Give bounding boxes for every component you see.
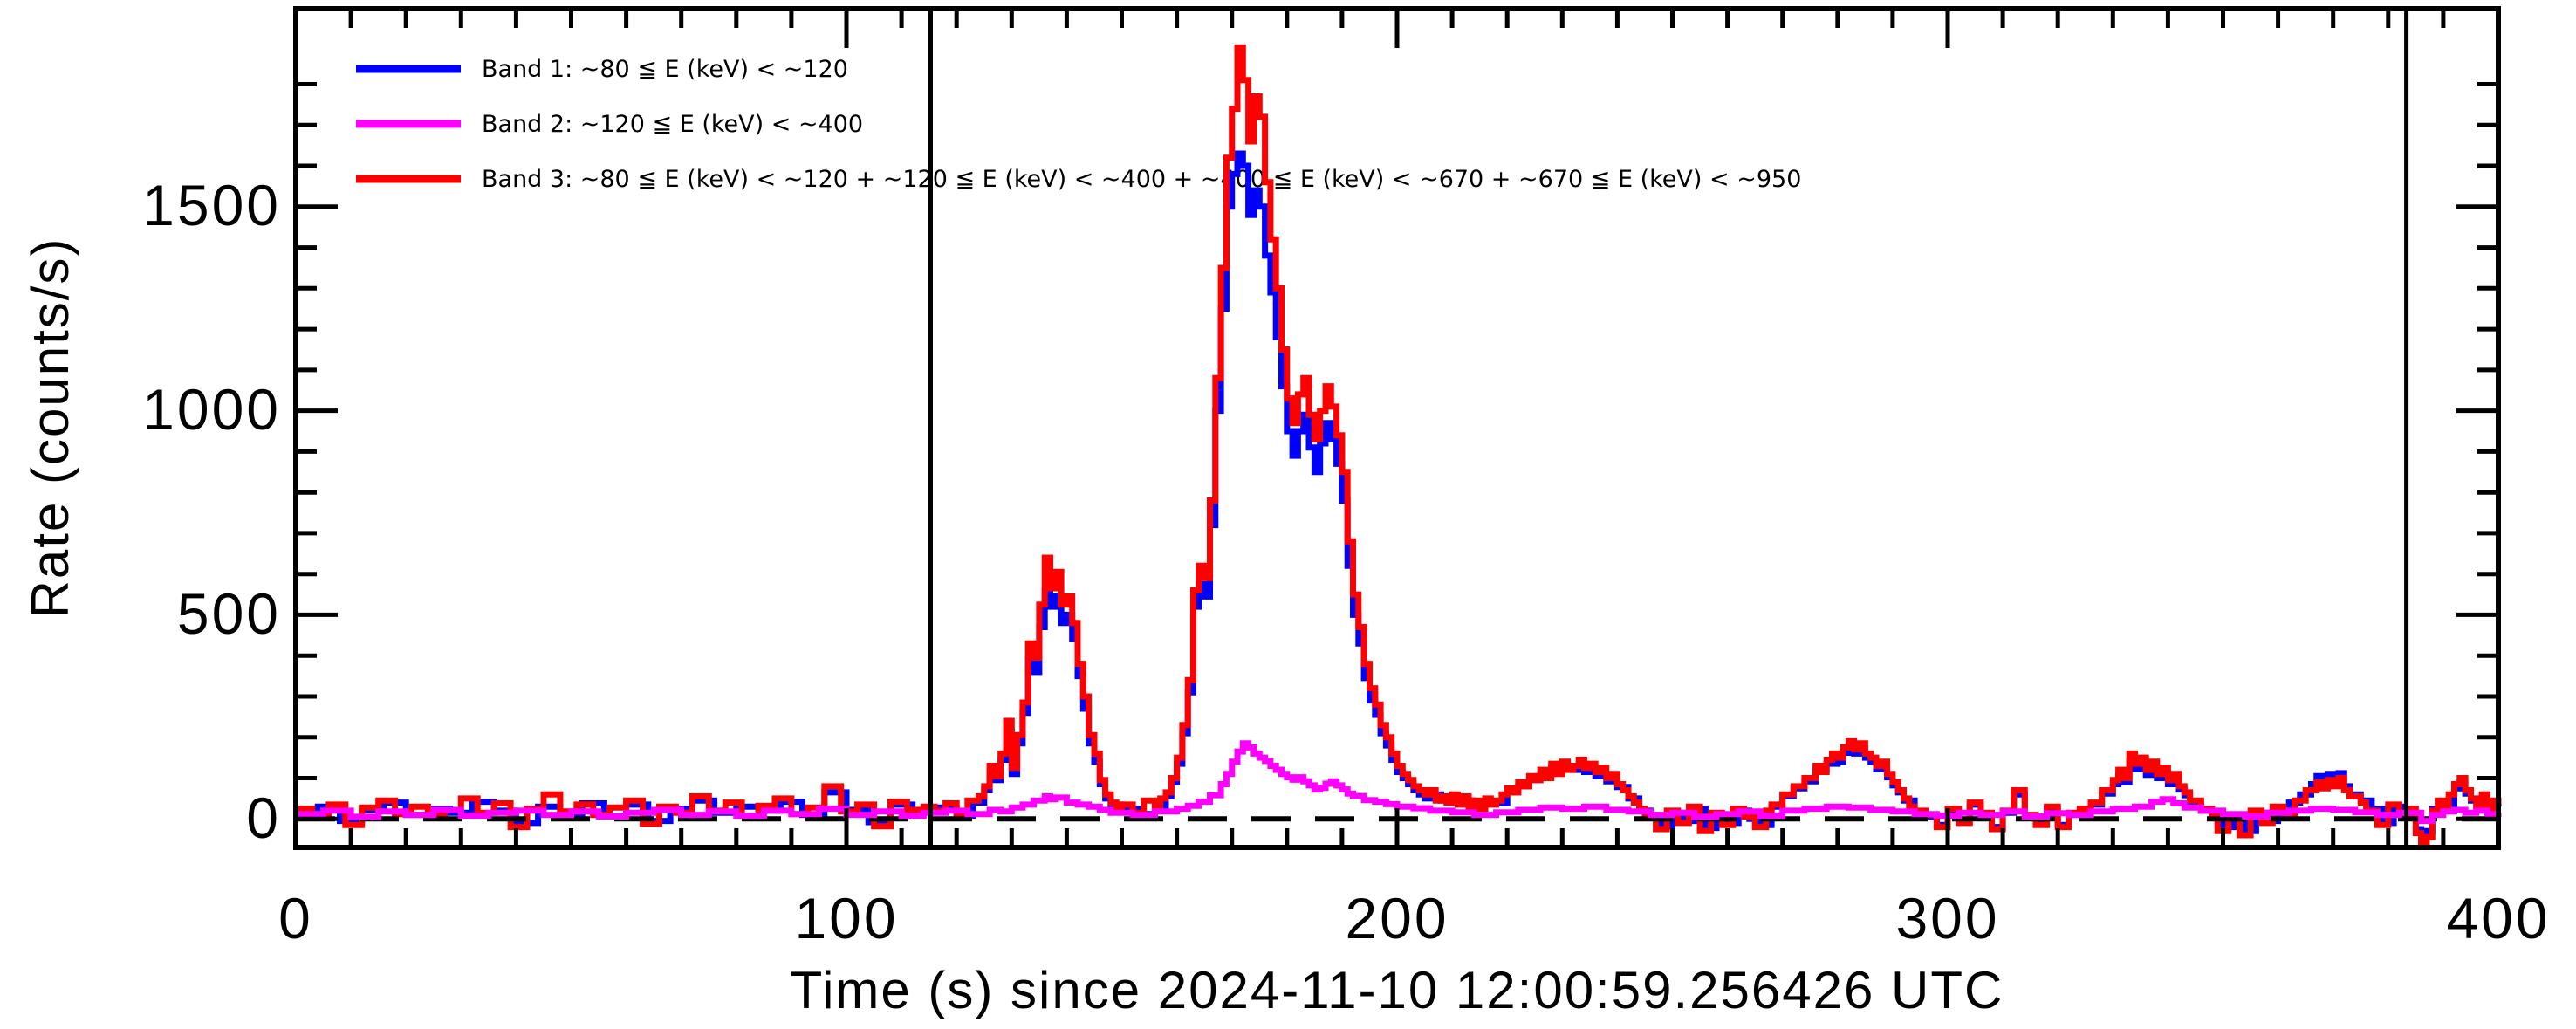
band1-trace — [296, 150, 2502, 847]
x-tick-label-0: 0 — [278, 886, 313, 950]
x-tick-label-200: 200 — [1345, 886, 1449, 950]
y-tick-label-0: 0 — [246, 785, 281, 850]
band3-trace — [296, 44, 2502, 849]
plot-layer — [293, 6, 2502, 850]
plot-frame — [293, 6, 2501, 850]
x-tick-label-300: 300 — [1895, 886, 1999, 950]
x-axis-title: Time (s) since 2024-11-10 12:00:59.25642… — [791, 961, 2004, 1019]
x-tick-label-100: 100 — [794, 886, 898, 950]
legend-label-band2: Band 2: ~120 ≦ E (keV) < ~400 — [482, 111, 863, 138]
y-tick-label-1500: 1500 — [142, 173, 281, 237]
legend-label-band3: Band 3: ~80 ≦ E (keV) < ~120 + ~120 ≦ E … — [482, 166, 1801, 193]
band2-trace — [296, 740, 2502, 825]
y-tick-label-1000: 1000 — [142, 377, 281, 442]
y-tick-label-500: 500 — [177, 581, 281, 646]
y-axis-title: Rate (counts/s) — [21, 237, 79, 619]
legend: Band 1: ~80 ≦ E (keV) < ~120 Band 2: ~12… — [356, 56, 1801, 193]
x-tick-label-400: 400 — [2446, 886, 2550, 950]
legend-label-band1: Band 1: ~80 ≦ E (keV) < ~120 — [482, 56, 848, 83]
